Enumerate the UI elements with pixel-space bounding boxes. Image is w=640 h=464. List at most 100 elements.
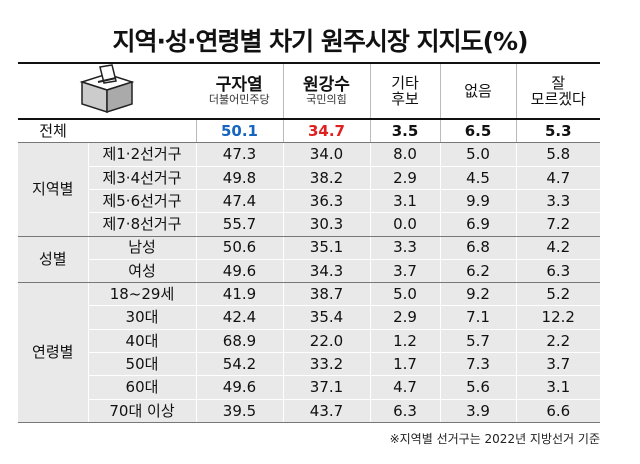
group-label: 연령별 xyxy=(18,282,89,423)
icon-cell xyxy=(18,61,196,121)
cell-value: 54.2 xyxy=(195,352,283,377)
cell-value: 34.3 xyxy=(282,259,370,284)
total-value: 3.5 xyxy=(369,119,440,144)
total-value: 6.5 xyxy=(439,119,516,144)
row-label: 18~29세 xyxy=(88,282,196,307)
cell-value: 38.7 xyxy=(282,282,370,307)
cell-value: 2.2 xyxy=(515,329,600,354)
cell-value: 6.9 xyxy=(439,212,516,237)
group-label: 성별 xyxy=(18,236,89,284)
cell-value: 5.2 xyxy=(515,282,600,307)
cell-value: 3.9 xyxy=(439,399,516,423)
cell-value: 3.7 xyxy=(369,259,440,284)
cell-value: 3.3 xyxy=(515,189,600,214)
cell-value: 9.9 xyxy=(439,189,516,214)
column-label: 후보 xyxy=(391,90,419,109)
cell-value: 8.0 xyxy=(369,142,440,167)
cell-value: 3.3 xyxy=(369,236,440,260)
cell-value: 35.4 xyxy=(282,305,370,330)
cell-value: 6.2 xyxy=(439,259,516,284)
cell-value: 7.3 xyxy=(439,352,516,377)
row-label: 30대 xyxy=(88,305,196,330)
cell-value: 6.3 xyxy=(369,399,440,423)
cell-value: 68.9 xyxy=(195,329,283,354)
cell-value: 3.1 xyxy=(515,375,600,400)
cell-value: 0.0 xyxy=(369,212,440,237)
cell-value: 3.1 xyxy=(369,189,440,214)
blank-cell xyxy=(88,119,196,144)
cell-value: 49.6 xyxy=(195,375,283,400)
column-header: 없음 xyxy=(439,61,516,121)
data-row: 60대 49.6 37.1 4.7 5.6 3.1 xyxy=(18,375,600,400)
cell-value: 1.2 xyxy=(369,329,440,354)
group-label: 지역별 xyxy=(18,142,89,237)
column-header: 원강수 국민의힘 xyxy=(282,61,370,121)
column-header: 잘 모르겠다 xyxy=(515,61,600,121)
row-label: 40대 xyxy=(88,329,196,354)
row-label: 여성 xyxy=(88,259,196,284)
cell-value: 43.7 xyxy=(282,399,370,423)
column-label: 잘 xyxy=(551,73,566,92)
row-label: 50대 xyxy=(88,352,196,377)
row-label: 70대 이상 xyxy=(88,399,196,423)
row-label: 제5·6선거구 xyxy=(88,189,196,214)
data-row: 제5·6선거구 47.4 36.3 3.1 9.9 3.3 xyxy=(18,189,600,214)
cell-value: 55.7 xyxy=(195,212,283,237)
cell-value: 41.9 xyxy=(195,282,283,307)
row-label: 제1·2선거구 xyxy=(88,142,196,167)
cell-value: 38.2 xyxy=(282,166,370,190)
ballot-box-icon xyxy=(79,64,135,114)
candidate-name: 원강수 xyxy=(303,74,350,95)
cell-value: 4.7 xyxy=(369,375,440,400)
total-value: 5.3 xyxy=(515,119,600,144)
cell-value: 5.8 xyxy=(515,142,600,167)
data-row: 지역별 제1·2선거구 47.3 34.0 8.0 5.0 5.8 xyxy=(18,142,600,237)
cell-value: 35.1 xyxy=(282,236,370,260)
row-label: 남성 xyxy=(88,236,196,260)
cell-value: 22.0 xyxy=(282,329,370,354)
total-value: 34.7 xyxy=(282,119,370,144)
cell-value: 4.5 xyxy=(439,166,516,190)
row-label: 전체 xyxy=(18,119,88,144)
cell-value: 9.2 xyxy=(439,282,516,307)
data-row: 30대 42.4 35.4 2.9 7.1 12.2 xyxy=(18,305,600,330)
cell-value: 39.5 xyxy=(195,399,283,423)
data-row: 연령별 18~29세 41.9 38.7 5.0 9.2 5.2 xyxy=(18,282,600,423)
row-label: 제7·8선거구 xyxy=(88,212,196,237)
data-row: 성별 남성 50.6 35.1 3.3 6.8 4.2 xyxy=(18,236,600,284)
total-row: 전체 50.1 34.7 3.5 6.5 5.3 xyxy=(18,119,600,144)
column-label: 기타 xyxy=(391,73,419,92)
cell-value: 12.2 xyxy=(515,305,600,330)
cell-value: 7.2 xyxy=(515,212,600,237)
column-label: 모르겠다 xyxy=(530,90,586,109)
cell-value: 36.3 xyxy=(282,189,370,214)
column-header: 구자열 더불어민주당 xyxy=(196,61,283,121)
data-row: 40대 68.9 22.0 1.2 5.7 2.2 xyxy=(18,329,600,354)
cell-value: 37.1 xyxy=(282,375,370,400)
poll-table: 구자열 더불어민주당 원강수 국민의힘 기타 후보 없음 잘 모르겠다 전체 50.1 34.7 3.… xyxy=(18,61,600,423)
column-header: 기타 후보 xyxy=(369,61,440,121)
data-row: 70대 이상 39.5 43.7 6.3 3.9 6.6 xyxy=(18,399,600,423)
cell-value: 47.3 xyxy=(195,142,283,167)
data-row: 제7·8선거구 55.7 30.3 0.0 6.9 7.2 xyxy=(18,212,600,237)
cell-value: 33.2 xyxy=(282,352,370,377)
cell-value: 5.6 xyxy=(439,375,516,400)
header-row: 구자열 더불어민주당 원강수 국민의힘 기타 후보 없음 잘 모르겠다 xyxy=(18,61,600,121)
party-name: 국민의힘 xyxy=(306,93,347,107)
column-label: 없음 xyxy=(464,81,492,100)
data-row: 제3·4선거구 49.8 38.2 2.9 4.5 4.7 xyxy=(18,166,600,190)
total-value: 50.1 xyxy=(195,119,283,144)
table-body: 구자열 더불어민주당 원강수 국민의힘 기타 후보 없음 잘 모르겠다 전체 50.1 34.7 3.… xyxy=(18,61,600,423)
row-label: 60대 xyxy=(88,375,196,400)
title: 지역·성·연령별 차기 원주시장 지지도(%) xyxy=(112,27,528,56)
cell-value: 4.7 xyxy=(515,166,600,190)
party-name: 더불어민주당 xyxy=(208,93,270,107)
cell-value: 2.9 xyxy=(369,305,440,330)
footnote: ※지역별 선거구는 2022년 지방선거 기준 xyxy=(389,432,600,446)
row-label: 제3·4선거구 xyxy=(88,166,196,190)
cell-value: 49.8 xyxy=(195,166,283,190)
cell-value: 50.6 xyxy=(195,236,283,260)
cell-value: 3.7 xyxy=(515,352,600,377)
cell-value: 6.8 xyxy=(439,236,516,260)
cell-value: 6.6 xyxy=(515,399,600,423)
